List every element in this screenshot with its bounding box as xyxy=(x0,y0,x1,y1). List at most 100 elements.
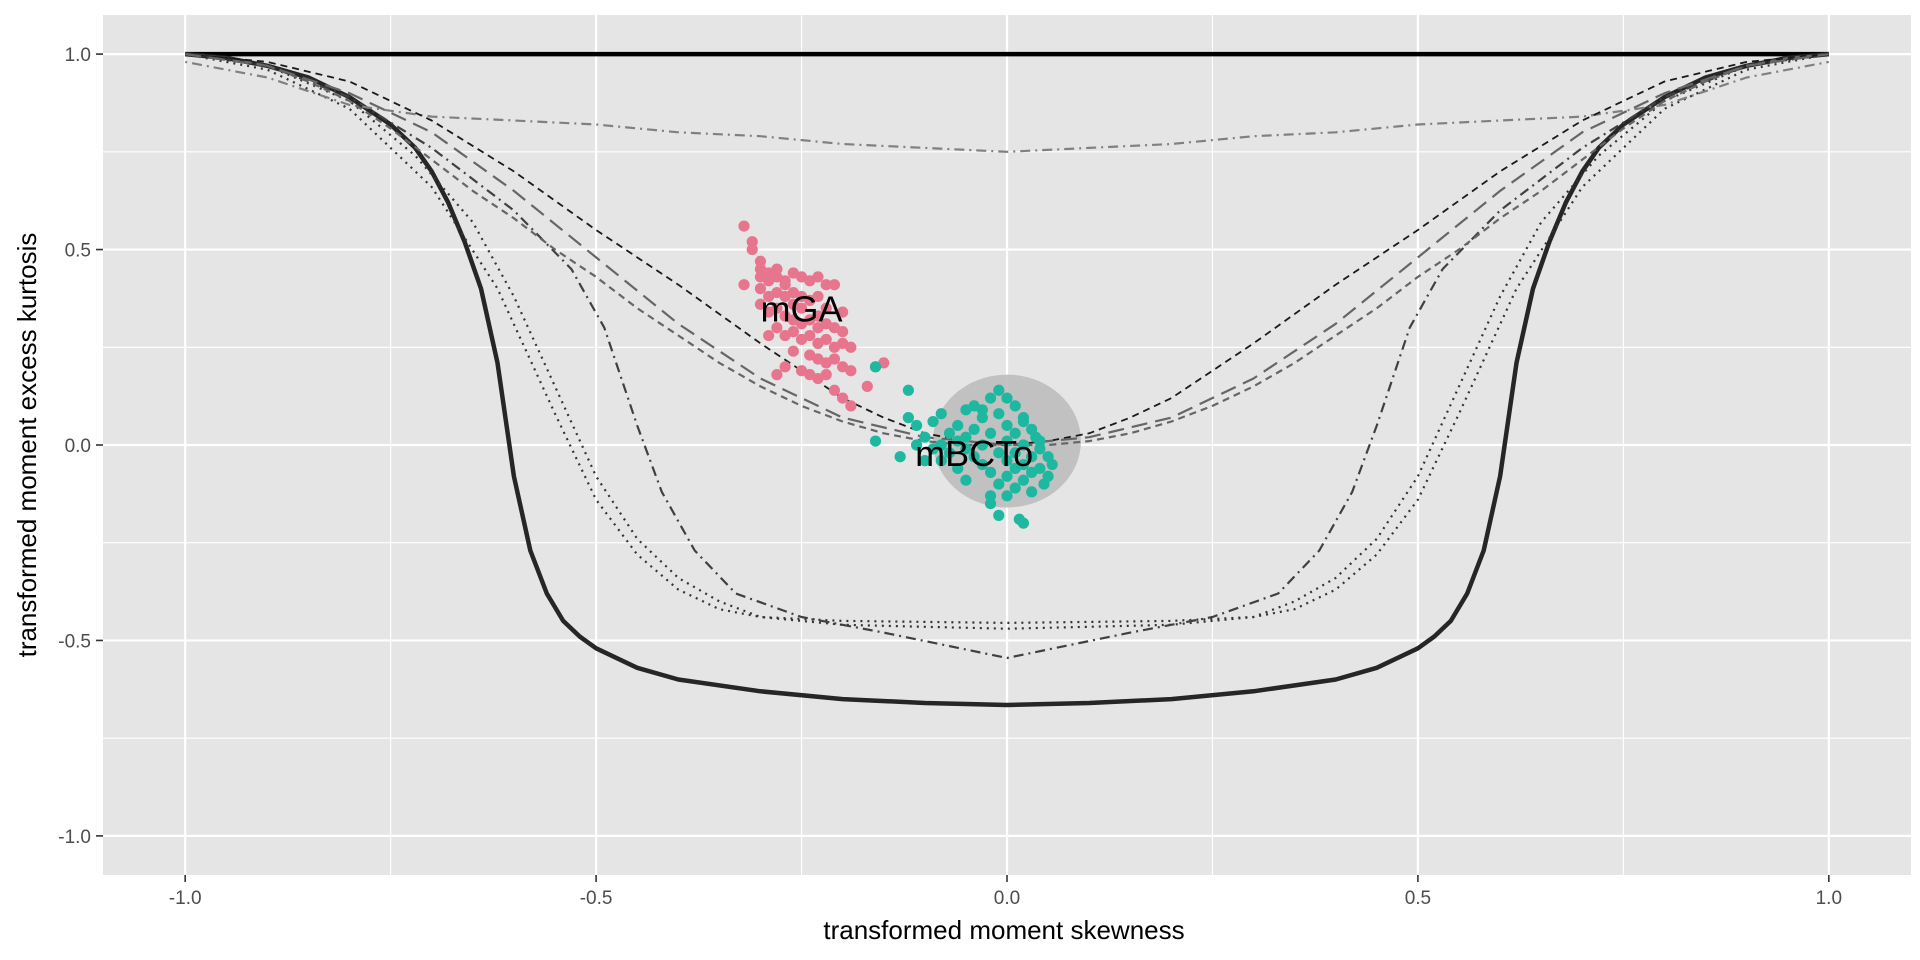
mga-point xyxy=(754,283,767,295)
mga-point xyxy=(861,380,873,392)
mbcto-point xyxy=(993,408,1005,420)
mga-point xyxy=(837,306,849,318)
mbcto-point xyxy=(952,435,964,447)
mga-point xyxy=(787,326,799,338)
mga-point xyxy=(828,353,841,365)
mga-point xyxy=(828,384,841,396)
y-tick-label: 0.0 xyxy=(65,436,91,457)
y-axis-title: transformed moment excess kurtosis xyxy=(12,233,42,658)
mga-point xyxy=(812,271,824,283)
mbcto-point xyxy=(984,490,997,502)
mbcto-point xyxy=(1001,490,1013,502)
mbcto-point xyxy=(1017,439,1030,451)
mbcto-point xyxy=(935,455,947,467)
mbcto-point xyxy=(1030,431,1042,443)
mbcto-point xyxy=(869,435,882,447)
mbcto-point xyxy=(960,443,972,455)
curve-dotdash-4 xyxy=(185,53,1829,660)
mga-point xyxy=(828,279,841,291)
mga-point xyxy=(754,255,767,267)
x-tick-label: 0.5 xyxy=(1405,888,1431,909)
mga-point xyxy=(754,271,767,283)
mga-point xyxy=(837,392,849,404)
mga-point xyxy=(771,322,783,334)
x-tick-label: 0.0 xyxy=(994,888,1020,909)
mbcto-point xyxy=(1026,486,1038,498)
mbcto-point xyxy=(993,509,1005,521)
mbcto-point xyxy=(902,412,914,424)
mbcto-point xyxy=(1001,455,1013,467)
mbcto-point xyxy=(1038,478,1050,490)
data-points xyxy=(738,220,1058,529)
mga-point xyxy=(779,361,791,373)
mga-point xyxy=(845,400,857,412)
mga-point xyxy=(795,302,808,314)
mbcto-point xyxy=(952,462,964,475)
mga-point xyxy=(771,369,783,381)
mbcto-point xyxy=(1001,419,1013,432)
mga-point xyxy=(812,290,824,303)
mbcto-point xyxy=(943,427,956,439)
y-tick-label: -1.0 xyxy=(58,827,91,848)
mbcto-point xyxy=(927,415,939,428)
y-tick-label: -0.5 xyxy=(58,631,91,652)
mbcto-point xyxy=(993,447,1005,459)
mbcto-point xyxy=(1034,443,1046,455)
mbcto-point xyxy=(976,412,988,424)
mbcto-point xyxy=(1001,392,1013,404)
x-tick-label: -0.5 xyxy=(580,888,613,909)
mbcto-point xyxy=(894,451,906,463)
curve-longdash-8 xyxy=(185,53,1829,447)
annotations: mGA mBCTo xyxy=(761,289,1034,475)
mbcto-point xyxy=(902,384,914,396)
mbcto-point xyxy=(1001,435,1013,447)
mbcto-point xyxy=(1009,447,1021,459)
mbcto-point xyxy=(984,466,997,478)
mga-point xyxy=(804,329,816,342)
mbcto-point xyxy=(993,478,1005,490)
mbcto-point xyxy=(869,361,882,373)
mbcto-point xyxy=(984,498,997,510)
mbcto-point xyxy=(919,431,931,443)
mga-point xyxy=(771,263,783,275)
mbcto-point xyxy=(1017,458,1030,471)
x-axis-ticks: -1.0 -0.5 0.0 0.5 1.0 xyxy=(169,875,1842,909)
mbcto-point xyxy=(1009,400,1021,412)
mga-point xyxy=(845,341,857,353)
mbcto-point xyxy=(1017,412,1030,424)
mbcto-point xyxy=(1001,470,1013,482)
mbcto-point xyxy=(976,404,988,416)
mga-point xyxy=(746,236,758,248)
mbcto-point xyxy=(1017,474,1030,486)
mga-point xyxy=(837,326,849,338)
mbcto-point xyxy=(976,458,988,471)
mbcto-point xyxy=(919,455,931,467)
mbcto-point xyxy=(960,474,972,486)
mga-point xyxy=(820,369,832,381)
x-tick-label: -1.0 xyxy=(169,888,202,909)
mbcto-point xyxy=(993,384,1005,396)
mga-point xyxy=(746,243,758,256)
curve-dotdash-5 xyxy=(184,60,1830,153)
mga-point xyxy=(754,298,767,310)
mbcto-point xyxy=(1009,427,1021,439)
mbcto-point xyxy=(927,443,939,455)
x-tick-label: 1.0 xyxy=(1816,888,1842,909)
annotation-mga: mGA xyxy=(761,289,843,330)
curve-dotted-2 xyxy=(185,53,1829,630)
mga-point xyxy=(779,279,791,291)
mbcto-point xyxy=(1013,513,1025,525)
mga-point xyxy=(812,322,824,334)
mga-point xyxy=(771,302,783,314)
mbcto-point xyxy=(1034,462,1046,475)
mga-point xyxy=(820,302,832,314)
mbcto-point xyxy=(911,419,923,432)
mga-point xyxy=(820,333,832,346)
y-axis-ticks: -1.0 -0.5 0.0 0.5 1.0 xyxy=(58,45,103,848)
x-axis-title: transformed moment skewness xyxy=(823,915,1184,945)
curve-solid-1 xyxy=(184,51,1830,708)
mga-point xyxy=(820,279,832,291)
mbcto-point xyxy=(976,439,988,451)
mbcto-point xyxy=(968,451,980,463)
